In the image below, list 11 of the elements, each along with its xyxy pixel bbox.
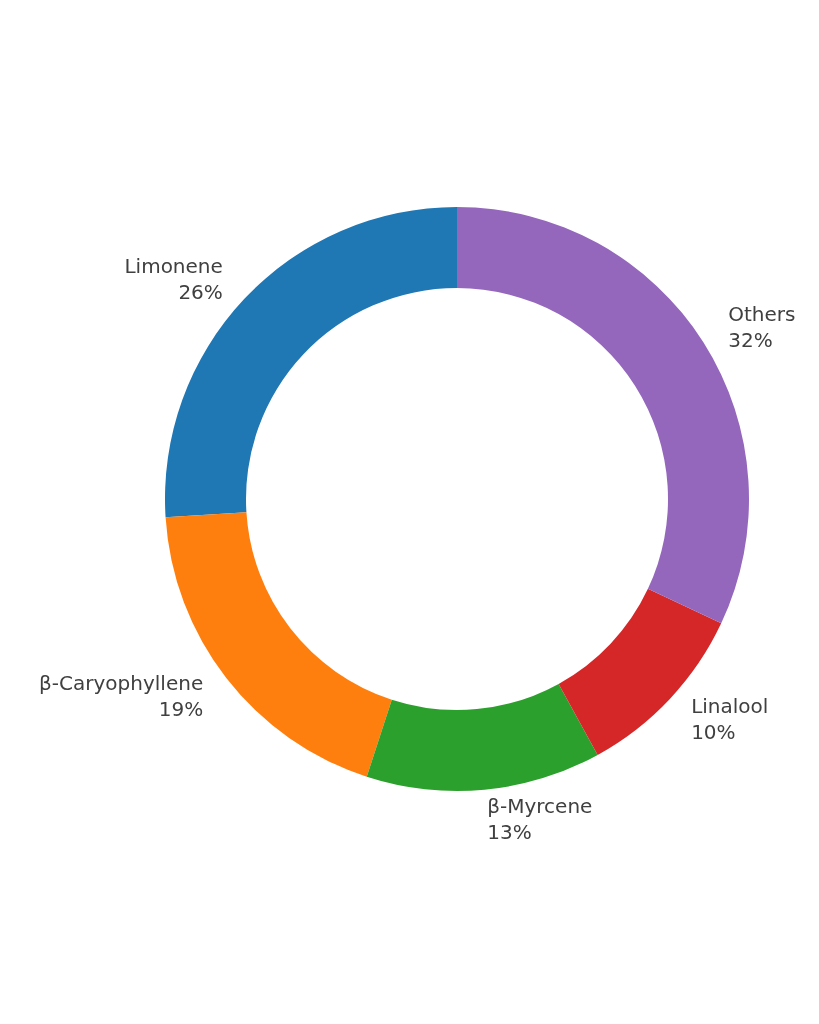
data-label: 19% — [158, 696, 204, 721]
slice-label: Others — [728, 301, 796, 326]
slice-label: Linalool — [691, 693, 769, 718]
slice-label: β-Caryophyllene — [39, 670, 204, 695]
slice-label: Limonene — [124, 254, 223, 279]
data-label: 26% — [178, 280, 223, 305]
donut-slice — [366, 683, 598, 791]
slice-label: β-Myrcene — [487, 793, 593, 818]
data-label: 32% — [728, 327, 773, 352]
data-label: 13% — [487, 819, 532, 844]
data-label: 10% — [691, 719, 736, 744]
